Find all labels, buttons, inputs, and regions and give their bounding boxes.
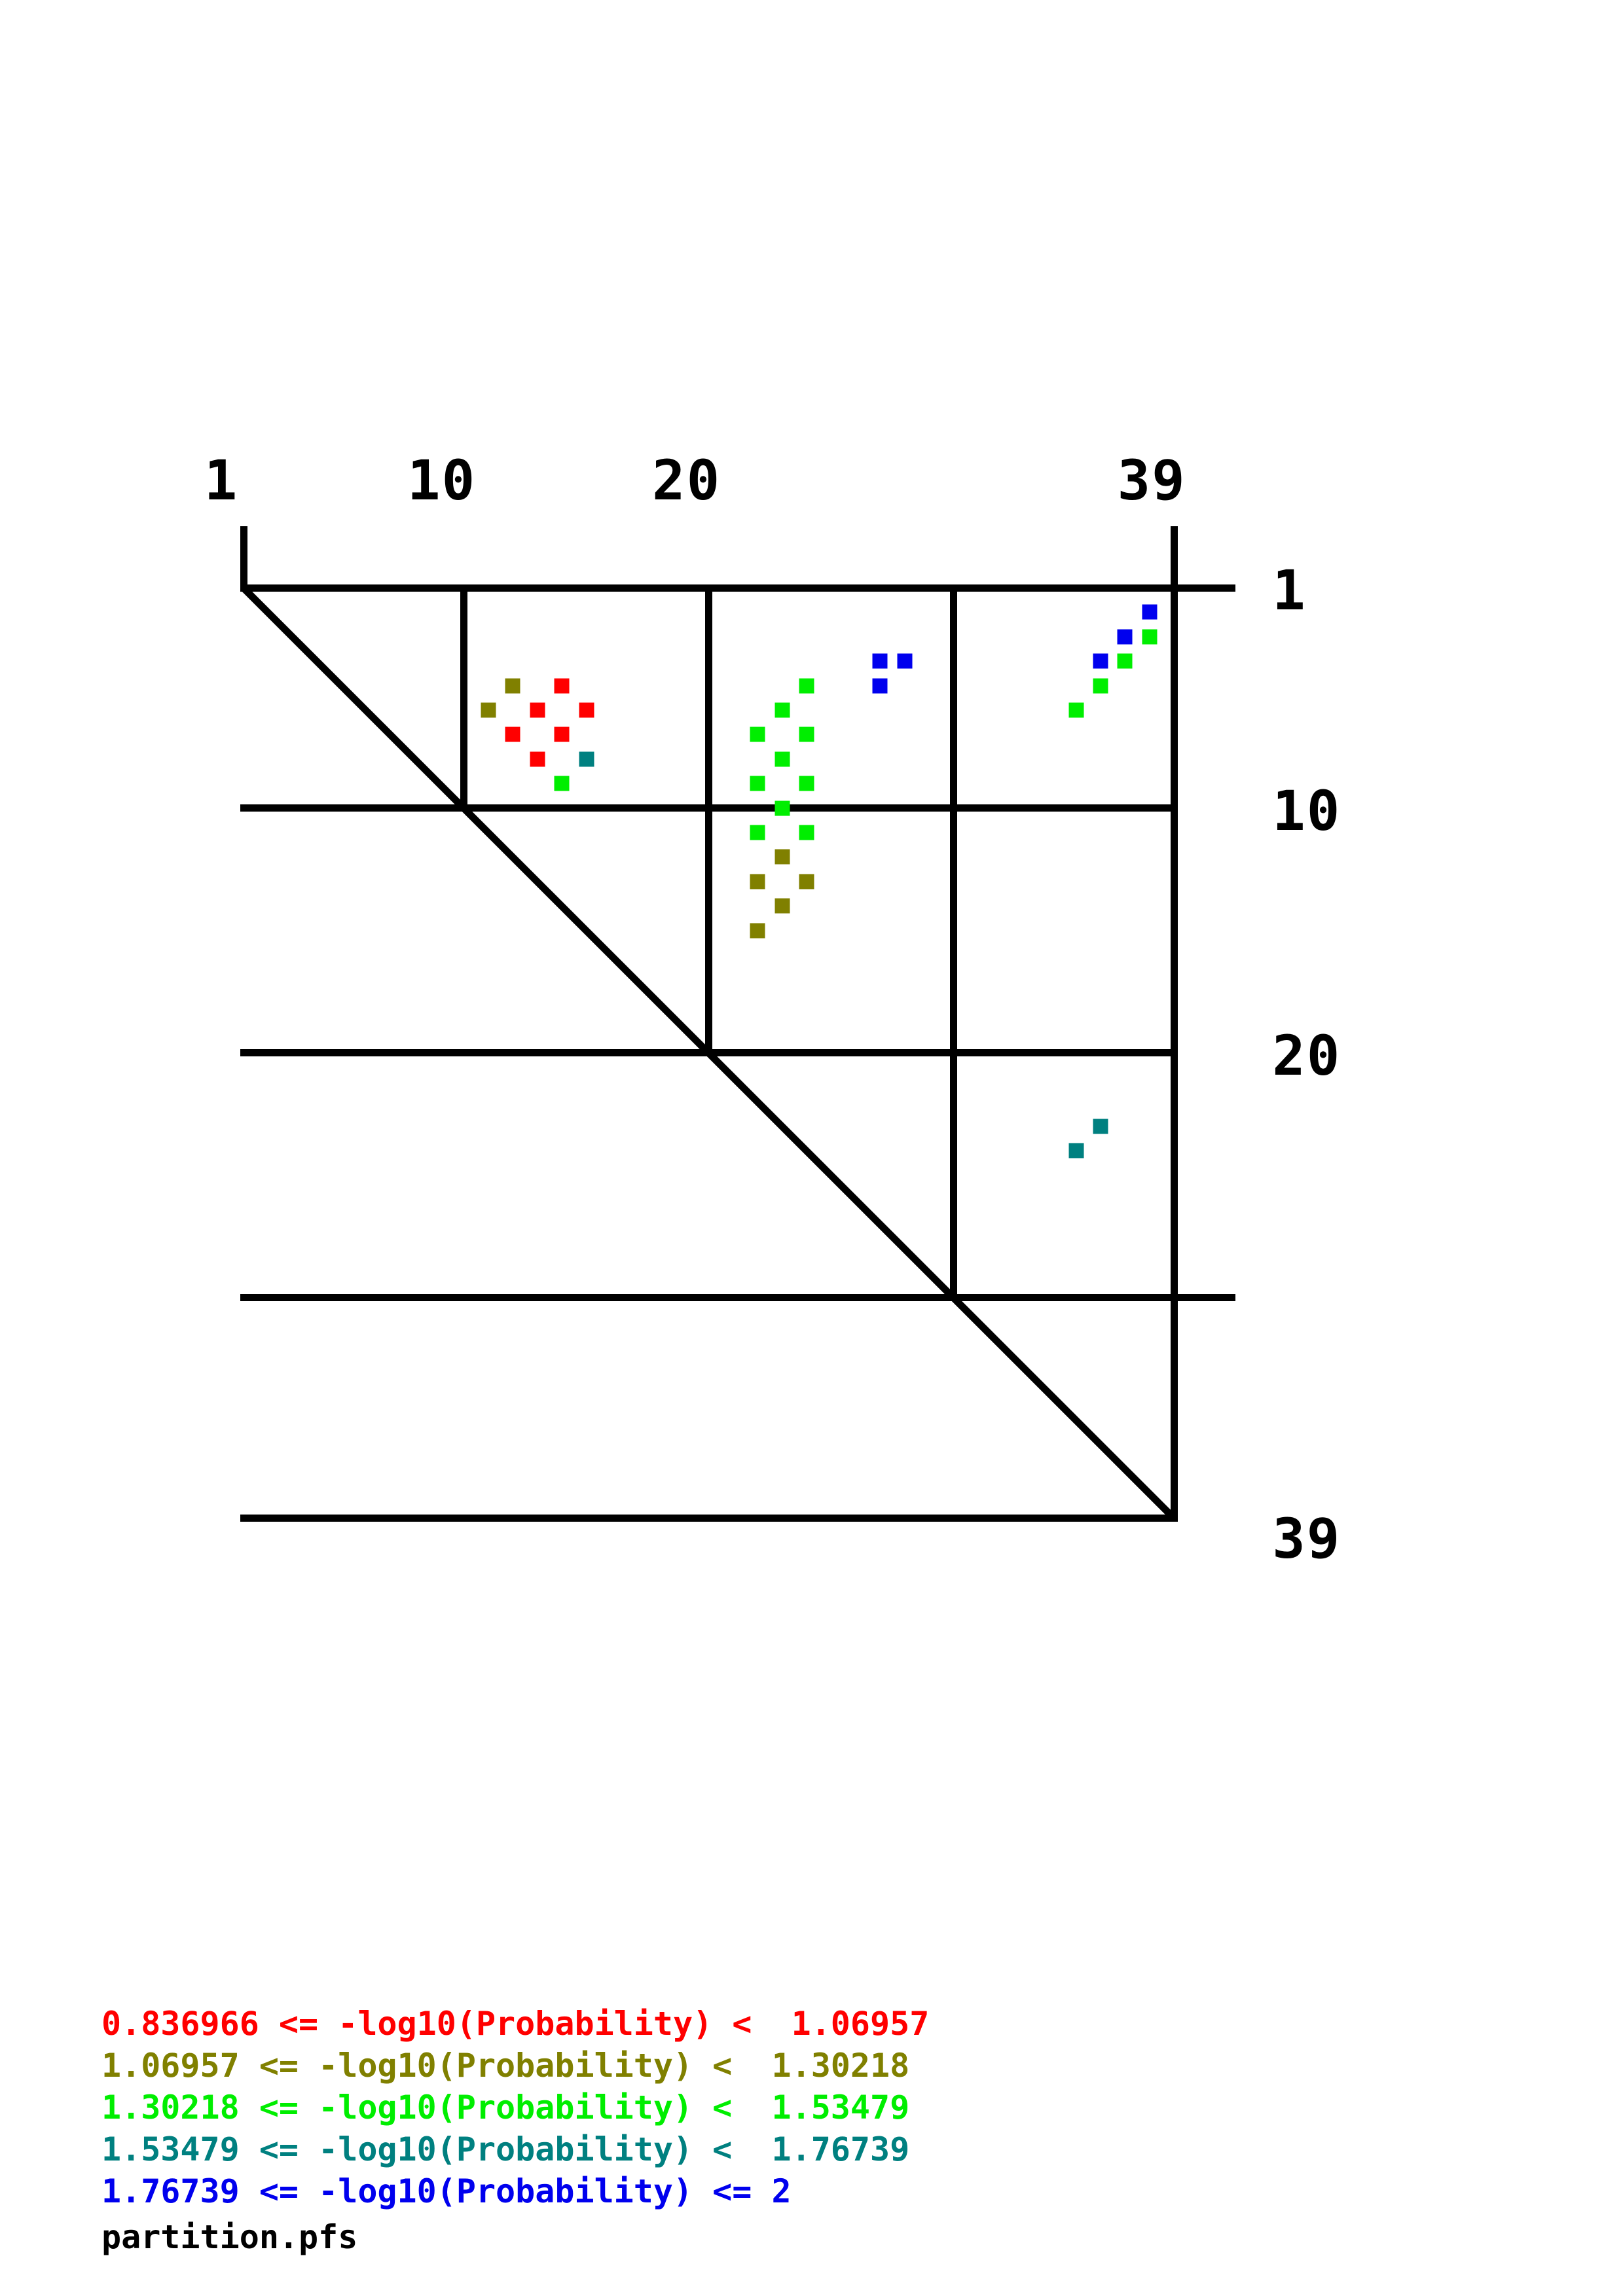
dot-bin1 [554,726,570,742]
dot-bin2 [799,874,814,889]
dot-bin5 [872,678,888,694]
legend-row-4: 1.53479 <= -log10(Probability) < 1.76739 [101,2130,910,2168]
dot-bin3 [750,776,765,791]
legend-row-2: 1.06957 <= -log10(Probability) < 1.30218 [101,2047,910,2085]
dot-bin3 [799,678,814,694]
dot-bin1 [579,702,594,718]
dot-bin4 [1093,1119,1108,1134]
dot-bin2 [505,678,520,694]
dot-bin3 [1117,653,1133,669]
dot-bin4 [579,751,594,767]
dot-bin3 [799,726,814,742]
dot-bin2 [481,702,496,718]
dot-bin5 [1142,604,1158,620]
dot-bin3 [775,702,790,718]
dot-plot-canvas: 1 1 10 10 20 20 39 39 [204,448,1341,1571]
legend-row-3: 1.30218 <= -log10(Probability) < 1.53479 [101,2089,910,2126]
dot-bin3 [1093,678,1108,694]
dot-bin2 [775,898,790,914]
dot-bin3 [750,726,765,742]
legend-row-1: 0.836966 <= -log10(Probability) < 1.0695… [101,2005,930,2043]
dot-bin1 [530,751,545,767]
dot-bin1 [554,678,570,694]
dot-bin2 [775,849,790,865]
dot-bin2 [750,874,765,889]
top-axis-label-20: 20 [652,448,721,512]
gridline-vertical-10 [460,584,468,812]
dot-bin3 [1142,629,1158,645]
dot-bin5 [897,653,913,669]
right-axis-label-10: 10 [1272,778,1341,843]
dot-bin3 [554,776,570,791]
gridline-vertical-39 [1170,526,1178,1522]
legend-rows: 0.836966 <= -log10(Probability) < 1.0695… [101,2003,1476,2212]
dot-bin3 [1068,702,1084,718]
dot-bin4 [1068,1143,1084,1158]
right-axis-label-20: 20 [1272,1023,1341,1088]
dot-bin2 [750,923,765,939]
dot-bin1 [505,726,520,742]
dot-bin3 [775,800,790,816]
right-axis-label-1: 1 [1272,558,1307,622]
dot-bin5 [1093,653,1108,669]
gridline-horizontal-30 [240,1294,1236,1302]
dot-bin5 [872,653,888,669]
dot-bin3 [750,825,765,840]
right-axis-label-39: 39 [1272,1507,1341,1571]
gridline-vertical-1 [240,526,247,592]
top-axis-label-39: 39 [1117,448,1186,512]
file-name-label: partition.pfs [101,2218,358,2256]
dot-bin5 [1117,629,1133,645]
gridline-horizontal-1 [240,584,1236,592]
legend: 0.836966 <= -log10(Probability) < 1.0695… [101,2003,1476,2258]
dot-bin3 [799,825,814,840]
gridline-vertical-30 [950,584,958,1302]
legend-row-5: 1.76739 <= -log10(Probability) <= 2 [101,2172,792,2210]
dot-bin3 [799,776,814,791]
dot-bin3 [775,751,790,767]
dot-bin1 [530,702,545,718]
top-axis-label-10: 10 [407,448,477,512]
gridline-vertical-20 [705,584,713,1057]
top-axis-label-1: 1 [204,448,239,512]
gridline-horizontal-39 [240,1514,1178,1522]
